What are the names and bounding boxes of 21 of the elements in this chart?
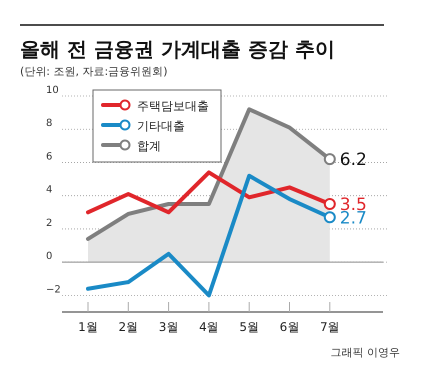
x-tick-label: 4월: [199, 320, 219, 334]
chart-title: 올해 전 금융권 가계대출 증감 추이: [20, 37, 335, 61]
y-tick-label: 8: [46, 118, 52, 130]
y-tick-label: 0: [46, 251, 52, 262]
y-tick-label: 4: [46, 184, 52, 196]
x-tick-label: 3월: [158, 320, 178, 334]
x-tick-label: 7월: [320, 320, 340, 334]
x-tick-label: 5월: [239, 320, 260, 334]
legend-label: 합계: [137, 139, 161, 153]
y-tick-label: −2: [46, 284, 61, 296]
legend-label: 기타대출: [137, 119, 185, 133]
legend-label: 주택담보대출: [137, 99, 209, 113]
y-tick-label: 2: [46, 218, 52, 229]
x-tick-label: 2월: [118, 320, 138, 334]
data-label: 6.2: [340, 150, 367, 170]
x-tick-label: 6월: [280, 320, 300, 334]
y-tick-label: 6: [46, 151, 52, 162]
y-tick-label: 10: [46, 85, 59, 96]
chart-subtitle: (단위: 조원, 자료:금융위원회): [20, 65, 168, 78]
text: 그래픽 이영우: [330, 346, 400, 359]
x-tick-label: 1월: [78, 320, 98, 334]
